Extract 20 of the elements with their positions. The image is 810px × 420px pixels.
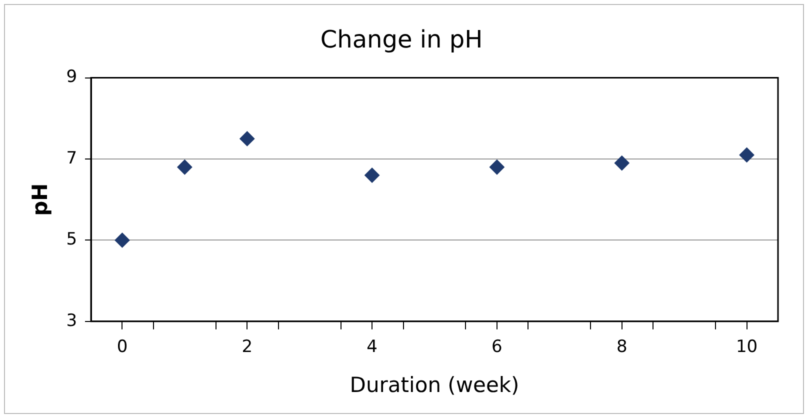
point bbox=[489, 160, 504, 175]
point bbox=[364, 168, 380, 183]
x-axis-title: Duration (week) bbox=[350, 372, 520, 397]
x-tick-label: 10 bbox=[736, 337, 758, 358]
y-tick-label: 5 bbox=[66, 230, 78, 250]
x-tick-label: 6 bbox=[492, 337, 502, 358]
y-axis-title: pH bbox=[28, 183, 52, 216]
y-tick-label: 7 bbox=[66, 148, 78, 168]
y-tick-label: 9 bbox=[66, 67, 78, 88]
x-tick-label: 2 bbox=[242, 337, 253, 358]
y-tick-label: 3 bbox=[66, 310, 78, 331]
point bbox=[177, 160, 192, 175]
point bbox=[614, 156, 630, 171]
point bbox=[739, 147, 754, 162]
x-tick-label: 4 bbox=[366, 337, 378, 358]
point bbox=[114, 232, 130, 248]
x-tick-label: 0 bbox=[116, 337, 128, 358]
x-tick-label: 8 bbox=[616, 337, 628, 358]
point bbox=[240, 131, 255, 146]
chart-title: Change in pH bbox=[320, 26, 483, 54]
